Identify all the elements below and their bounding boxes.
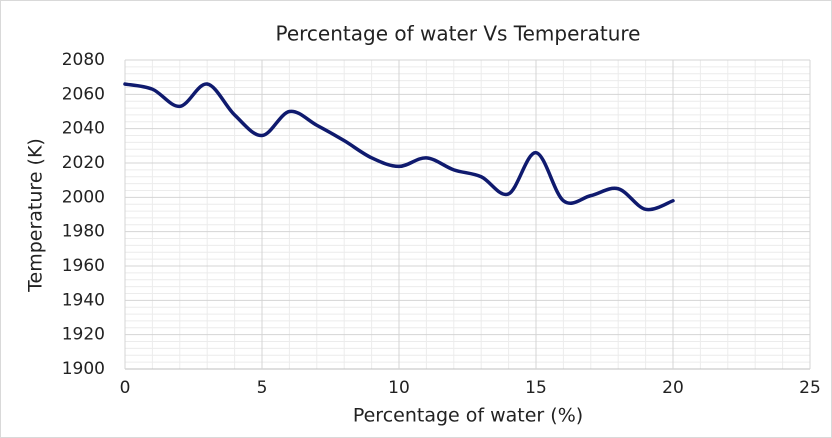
series-line (123, 82, 675, 212)
x-tick-label: 15 (525, 378, 547, 398)
x-tick-label: 20 (662, 378, 684, 398)
y-tick-label: 1920 (62, 325, 105, 345)
y-tick-label: 2080 (62, 50, 105, 70)
y-tick-label: 2020 (62, 153, 105, 173)
x-tick-label: 5 (257, 378, 268, 398)
chart-title: Percentage of water Vs Temperature (276, 22, 641, 46)
y-tick-label: 1960 (62, 256, 105, 276)
x-axis-title: Percentage of water (%) (353, 405, 583, 427)
y-tick-label: 2000 (62, 187, 105, 207)
x-tick-label: 25 (799, 378, 821, 398)
x-tick-label: 0 (120, 378, 131, 398)
x-tick-label: 10 (388, 378, 410, 398)
y-tick-label: 1900 (62, 359, 105, 379)
y-tick-label: 2040 (62, 119, 105, 139)
y-tick-label: 1940 (62, 290, 105, 310)
y-axis-title: Temperature (K) (25, 138, 47, 293)
y-tick-label: 2060 (62, 84, 105, 104)
y-tick-label: 1980 (62, 222, 105, 242)
